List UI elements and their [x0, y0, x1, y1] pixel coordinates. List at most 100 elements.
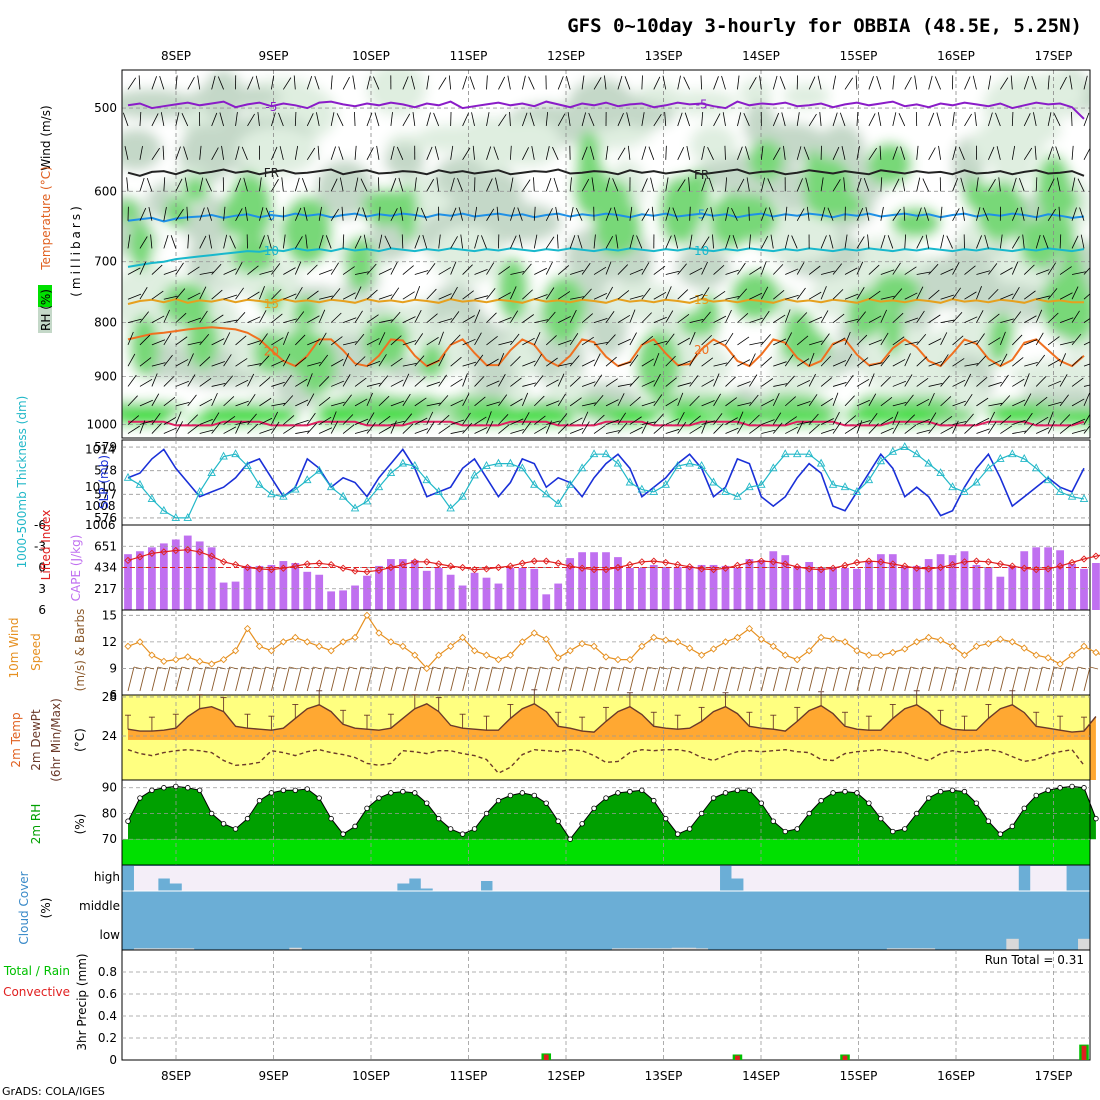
bottom-date-label: 14SEP — [742, 1069, 780, 1083]
wind10m-barb-flag — [815, 666, 824, 670]
wind-barb — [797, 380, 811, 387]
wind-barb — [868, 113, 876, 127]
wind-barb — [486, 411, 492, 425]
wind-barb — [641, 208, 650, 221]
temp-contour-label: 20 — [694, 343, 709, 357]
wind-barb — [648, 146, 655, 160]
cloud-high-bar — [408, 866, 422, 879]
wind-barb — [247, 291, 260, 300]
wind10m-barb-flag — [994, 666, 1003, 670]
wind-barb — [450, 356, 462, 367]
wind-barb — [745, 146, 750, 160]
wind10m-barb-flag — [193, 666, 202, 670]
wind-barb — [398, 177, 404, 192]
wind-barb — [271, 288, 282, 300]
thickness-tick-label: 576 — [94, 511, 117, 525]
wind-barb — [964, 393, 973, 407]
cape-bar — [375, 565, 383, 610]
temp-contour-line — [127, 212, 1085, 223]
precip-convective-bar — [735, 1055, 740, 1060]
wind-barb — [271, 411, 278, 425]
wind-barb — [127, 353, 136, 367]
wind-barb — [880, 417, 894, 425]
wind-barb — [1042, 235, 1049, 249]
wind-barb — [1000, 77, 1009, 90]
wind-barb — [235, 112, 238, 127]
wind-barb — [725, 376, 736, 387]
wind10m-point — [208, 660, 216, 668]
wind-barb — [748, 206, 750, 221]
lifted-index-point — [279, 564, 287, 572]
lifted-index-point — [482, 565, 491, 573]
cloud-high-bar — [958, 866, 971, 891]
thickness-point — [362, 496, 372, 505]
wind-barb — [995, 112, 1001, 127]
cape-bar — [697, 564, 706, 610]
wind-barb — [545, 311, 556, 323]
wind-barb — [295, 378, 308, 387]
wind-barb — [1036, 269, 1050, 275]
wind-barb — [330, 262, 339, 275]
wind-barb — [360, 178, 368, 192]
cape-bar — [171, 539, 180, 610]
wind10m-barb-flag — [635, 666, 645, 670]
thickness-point — [530, 479, 539, 488]
thickness-point — [673, 461, 682, 469]
thickness-point — [637, 484, 647, 493]
wind-barb — [996, 146, 1001, 160]
wind10m-barb — [772, 666, 780, 692]
wind10m-barb-flag — [611, 666, 621, 670]
rh-patch-saturated — [209, 414, 264, 427]
cape-bar — [733, 567, 742, 610]
wind-barb — [844, 353, 853, 367]
temp2m-lower-fill — [122, 739, 1090, 780]
wind-barb — [402, 76, 409, 90]
wind-barb — [163, 206, 167, 221]
footer-credit: GrADS: COLA/IGES — [2, 1085, 105, 1098]
rh-patch-moist — [1018, 217, 1062, 269]
wind-barb — [208, 234, 213, 249]
thickness-point — [494, 458, 503, 467]
wind-barb — [1055, 146, 1061, 160]
wind-barb — [307, 362, 321, 367]
wind10m-point — [184, 653, 192, 661]
wind-barb — [271, 337, 284, 346]
wind-barb — [773, 314, 786, 323]
wind-barb — [330, 112, 335, 127]
cape-bar — [769, 551, 778, 610]
wind-barb — [938, 145, 941, 160]
wind-barb — [665, 398, 678, 407]
wind-barb — [175, 178, 183, 192]
lifted-index-point — [662, 558, 670, 567]
wind10m-barb — [163, 666, 171, 692]
wind-barb — [271, 313, 283, 323]
thickness-point — [900, 442, 910, 451]
wind-barb — [420, 207, 428, 221]
wind-barb — [450, 286, 458, 300]
wind-barb — [151, 147, 160, 161]
wind-barb — [725, 332, 734, 346]
rh-patch-moist — [636, 329, 680, 401]
wind-barb — [772, 75, 778, 90]
cloud-high-bar — [910, 866, 924, 891]
wind-barb — [844, 77, 854, 90]
rh2m-point — [292, 787, 298, 794]
wind-barb — [338, 146, 344, 160]
wind-barb — [127, 234, 131, 249]
rh2m-line — [127, 785, 1097, 841]
wind-barb — [390, 287, 400, 300]
temp-contour-line — [127, 168, 1085, 177]
wind-barb — [122, 112, 129, 127]
wind10m-barb-flag — [719, 666, 728, 670]
wind-barb — [426, 381, 441, 387]
wind-barb — [522, 263, 532, 275]
wind-barb — [773, 289, 785, 300]
rh2m-point — [615, 790, 621, 796]
thickness-point — [888, 446, 898, 455]
wind10m-barb-flag — [277, 666, 286, 670]
wind10m-point — [196, 657, 204, 665]
wind10m-barb — [1059, 666, 1067, 692]
wind-barb — [330, 75, 333, 90]
pressure-tick-label: 900 — [94, 369, 117, 383]
top-date-label: 14SEP — [742, 49, 780, 63]
